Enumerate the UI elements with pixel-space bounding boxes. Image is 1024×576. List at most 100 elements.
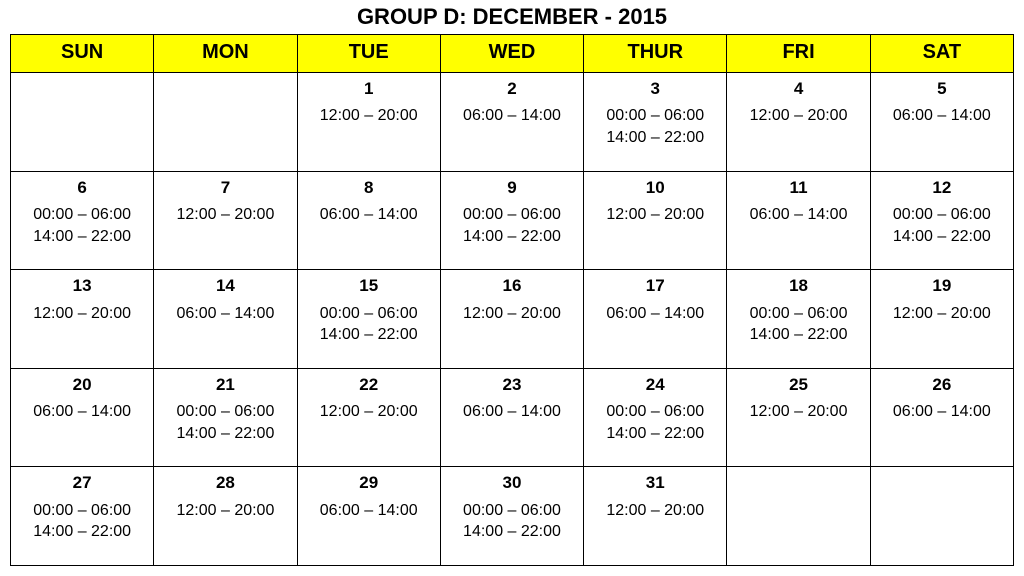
day-number: 1 (302, 79, 436, 99)
time-slot: 06:00 – 14:00 (158, 303, 292, 325)
calendar-cell: 12 00:00 – 06:00 14:00 – 22:00 (870, 171, 1013, 270)
calendar-cell: 18 00:00 – 06:00 14:00 – 22:00 (727, 270, 870, 369)
col-header-sat: SAT (870, 35, 1013, 73)
calendar-cell: 4 12:00 – 20:00 (727, 73, 870, 172)
calendar-body: 1 12:00 – 20:00 2 06:00 – 14:00 3 00:00 … (11, 73, 1014, 566)
calendar-cell: 25 12:00 – 20:00 (727, 368, 870, 467)
time-slot: 14:00 – 22:00 (158, 423, 292, 445)
day-number: 6 (15, 178, 149, 198)
time-slot: 12:00 – 20:00 (158, 204, 292, 226)
time-slot: 00:00 – 06:00 (445, 500, 579, 522)
day-number: 8 (302, 178, 436, 198)
calendar-week-row: 6 00:00 – 06:00 14:00 – 22:00 7 12:00 – … (11, 171, 1014, 270)
time-slot: 00:00 – 06:00 (302, 303, 436, 325)
calendar-cell: 13 12:00 – 20:00 (11, 270, 154, 369)
time-slot: 06:00 – 14:00 (875, 401, 1009, 423)
calendar-cell: 22 12:00 – 20:00 (297, 368, 440, 467)
day-number: 22 (302, 375, 436, 395)
time-slot: 14:00 – 22:00 (588, 127, 722, 149)
calendar-table: SUN MON TUE WED THUR FRI SAT 1 12:00 – (10, 34, 1014, 566)
day-number: 12 (875, 178, 1009, 198)
calendar-cell: 15 00:00 – 06:00 14:00 – 22:00 (297, 270, 440, 369)
calendar-cell: 26 06:00 – 14:00 (870, 368, 1013, 467)
calendar-cell (870, 467, 1013, 566)
time-slot: 12:00 – 20:00 (875, 303, 1009, 325)
time-slot: 14:00 – 22:00 (731, 324, 865, 346)
calendar-cell: 27 00:00 – 06:00 14:00 – 22:00 (11, 467, 154, 566)
day-number: 5 (875, 79, 1009, 99)
day-number: 19 (875, 276, 1009, 296)
time-slot: 12:00 – 20:00 (731, 105, 865, 127)
calendar-cell: 16 12:00 – 20:00 (440, 270, 583, 369)
calendar-cell: 17 06:00 – 14:00 (584, 270, 727, 369)
calendar-cell: 1 12:00 – 20:00 (297, 73, 440, 172)
col-header-thur: THUR (584, 35, 727, 73)
day-number: 11 (731, 178, 865, 198)
calendar-cell: 11 06:00 – 14:00 (727, 171, 870, 270)
calendar-cell: 9 00:00 – 06:00 14:00 – 22:00 (440, 171, 583, 270)
calendar-cell (727, 467, 870, 566)
calendar-cell: 31 12:00 – 20:00 (584, 467, 727, 566)
day-number: 27 (15, 473, 149, 493)
calendar-cell: 24 00:00 – 06:00 14:00 – 22:00 (584, 368, 727, 467)
time-slot: 06:00 – 14:00 (445, 105, 579, 127)
day-number: 15 (302, 276, 436, 296)
day-number: 9 (445, 178, 579, 198)
calendar-cell (154, 73, 297, 172)
time-slot: 12:00 – 20:00 (158, 500, 292, 522)
col-header-sun: SUN (11, 35, 154, 73)
calendar-cell: 10 12:00 – 20:00 (584, 171, 727, 270)
time-slot: 14:00 – 22:00 (445, 521, 579, 543)
time-slot: 06:00 – 14:00 (15, 401, 149, 423)
calendar-week-row: 27 00:00 – 06:00 14:00 – 22:00 28 12:00 … (11, 467, 1014, 566)
time-slot: 00:00 – 06:00 (15, 204, 149, 226)
time-slot: 14:00 – 22:00 (15, 226, 149, 248)
calendar-cell: 6 00:00 – 06:00 14:00 – 22:00 (11, 171, 154, 270)
time-slot: 12:00 – 20:00 (588, 500, 722, 522)
day-number: 17 (588, 276, 722, 296)
day-number: 26 (875, 375, 1009, 395)
day-number: 23 (445, 375, 579, 395)
calendar-week-row: 13 12:00 – 20:00 14 06:00 – 14:00 15 00:… (11, 270, 1014, 369)
day-number: 24 (588, 375, 722, 395)
calendar-cell: 19 12:00 – 20:00 (870, 270, 1013, 369)
calendar-cell: 21 00:00 – 06:00 14:00 – 22:00 (154, 368, 297, 467)
day-number: 10 (588, 178, 722, 198)
time-slot: 06:00 – 14:00 (588, 303, 722, 325)
calendar-cell: 30 00:00 – 06:00 14:00 – 22:00 (440, 467, 583, 566)
calendar-cell: 8 06:00 – 14:00 (297, 171, 440, 270)
calendar-cell: 2 06:00 – 14:00 (440, 73, 583, 172)
time-slot: 06:00 – 14:00 (302, 204, 436, 226)
time-slot: 06:00 – 14:00 (731, 204, 865, 226)
calendar-cell (11, 73, 154, 172)
day-number: 3 (588, 79, 722, 99)
day-number: 7 (158, 178, 292, 198)
time-slot: 14:00 – 22:00 (15, 521, 149, 543)
time-slot: 12:00 – 20:00 (731, 401, 865, 423)
time-slot: 12:00 – 20:00 (15, 303, 149, 325)
col-header-mon: MON (154, 35, 297, 73)
day-number: 25 (731, 375, 865, 395)
day-number: 29 (302, 473, 436, 493)
calendar-title: GROUP D: DECEMBER - 2015 (10, 4, 1014, 30)
calendar-cell: 14 06:00 – 14:00 (154, 270, 297, 369)
calendar-header-row: SUN MON TUE WED THUR FRI SAT (11, 35, 1014, 73)
time-slot: 12:00 – 20:00 (302, 401, 436, 423)
calendar-cell: 20 06:00 – 14:00 (11, 368, 154, 467)
time-slot: 14:00 – 22:00 (445, 226, 579, 248)
calendar-cell: 23 06:00 – 14:00 (440, 368, 583, 467)
time-slot: 00:00 – 06:00 (731, 303, 865, 325)
time-slot: 00:00 – 06:00 (875, 204, 1009, 226)
time-slot: 00:00 – 06:00 (158, 401, 292, 423)
col-header-wed: WED (440, 35, 583, 73)
day-number: 21 (158, 375, 292, 395)
time-slot: 12:00 – 20:00 (445, 303, 579, 325)
time-slot: 00:00 – 06:00 (588, 401, 722, 423)
time-slot: 12:00 – 20:00 (302, 105, 436, 127)
calendar-cell: 7 12:00 – 20:00 (154, 171, 297, 270)
day-number: 28 (158, 473, 292, 493)
time-slot: 06:00 – 14:00 (445, 401, 579, 423)
calendar-week-row: 1 12:00 – 20:00 2 06:00 – 14:00 3 00:00 … (11, 73, 1014, 172)
time-slot: 00:00 – 06:00 (445, 204, 579, 226)
day-number: 20 (15, 375, 149, 395)
